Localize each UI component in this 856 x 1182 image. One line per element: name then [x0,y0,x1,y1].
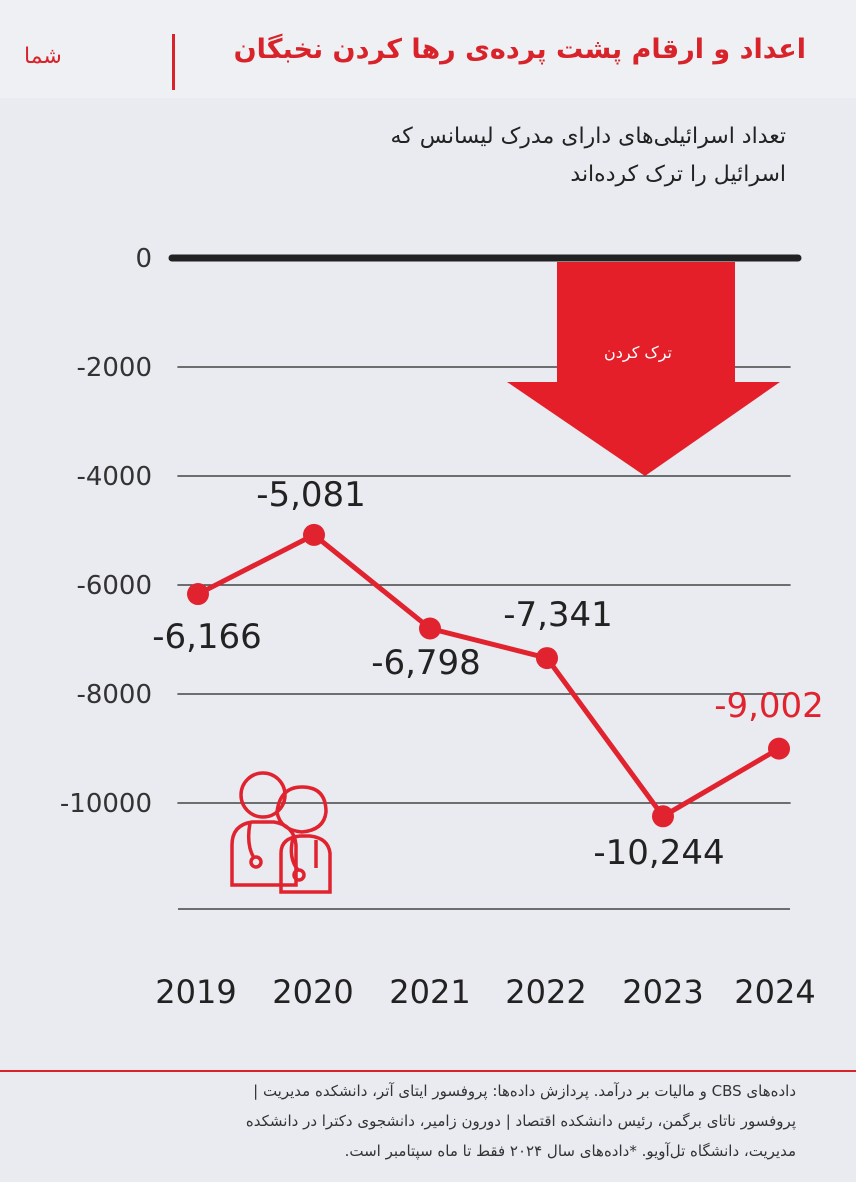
down-arrow-icon [507,262,780,476]
data-point [303,523,325,546]
y-tick-label: -4000 [76,462,152,492]
data-point [419,617,441,640]
y-tick-label: -6000 [76,571,152,601]
data-label: -6,166 [152,617,262,657]
x-axis-ticks: 2019 2020 2021 2022 2023 2024 [155,973,815,1011]
footer-divider [0,1070,856,1072]
line-chart: 0 -2000 -4000 -6000 -8000 -10000 ترک کردن -6,… [60,244,824,1011]
data-points [187,523,790,828]
x-tick-label: 2022 [505,973,586,1011]
down-arrow: ترک کردن [507,262,780,476]
y-axis-ticks: 0 -2000 -4000 -6000 -8000 -10000 [60,244,152,819]
data-point [187,583,209,606]
footer-line-3: مدیریت، دانشگاه تل‌آویو. *داده‌های سال ۲… [344,1142,796,1160]
header-title: اعداد و ارقام پشت پرده‌ی رها کردن نخبگان [233,34,806,65]
chart-subtitle-line-1: تعداد اسرائیلی‌های دارای مدرک لیسانس که [390,124,786,149]
brand-logo: شما [24,44,62,69]
doctors-icon [230,771,332,894]
footer-source: داده‌های CBS و مالیات بر درآمد. پردازش د… [176,1076,796,1166]
footer-line-2: پروفسور ناتای برگمن، رئیس دانشکده اقتصاد… [245,1112,796,1130]
header-divider [172,34,175,90]
y-tick-label: -10000 [60,789,152,819]
header-band [0,0,856,98]
chart-subtitle: تعداد اسرائیلی‌های دارای مدرک لیسانس که … [226,118,786,194]
data-label: -10,244 [593,833,724,873]
y-tick-label: -8000 [76,680,152,710]
footer-line-1: داده‌های CBS و مالیات بر درآمد. پردازش د… [253,1082,796,1100]
x-tick-label: 2019 [155,973,236,1011]
data-point [652,805,674,828]
y-tick-label: 0 [135,244,152,274]
arrow-label: ترک کردن [604,343,672,363]
x-tick-label: 2020 [272,973,353,1011]
series-line [196,532,781,819]
data-labels: -6,166 -5,081 -6,798 -7,341 -10,244 -9,002 [152,475,824,873]
data-label: -9,002 [714,686,824,726]
y-tick-label: -2000 [76,353,152,383]
chart-subtitle-line-2: اسرائیل را ترک کرده‌اند [570,162,786,187]
data-label: -5,081 [256,475,366,515]
x-tick-label: 2023 [622,973,703,1011]
data-point [768,737,790,760]
x-tick-label: 2021 [389,973,470,1011]
data-point [536,647,558,670]
x-tick-label: 2024 [734,973,815,1011]
data-label: -7,341 [503,595,613,635]
grid-lines [168,254,802,910]
data-label: -6,798 [371,643,481,683]
